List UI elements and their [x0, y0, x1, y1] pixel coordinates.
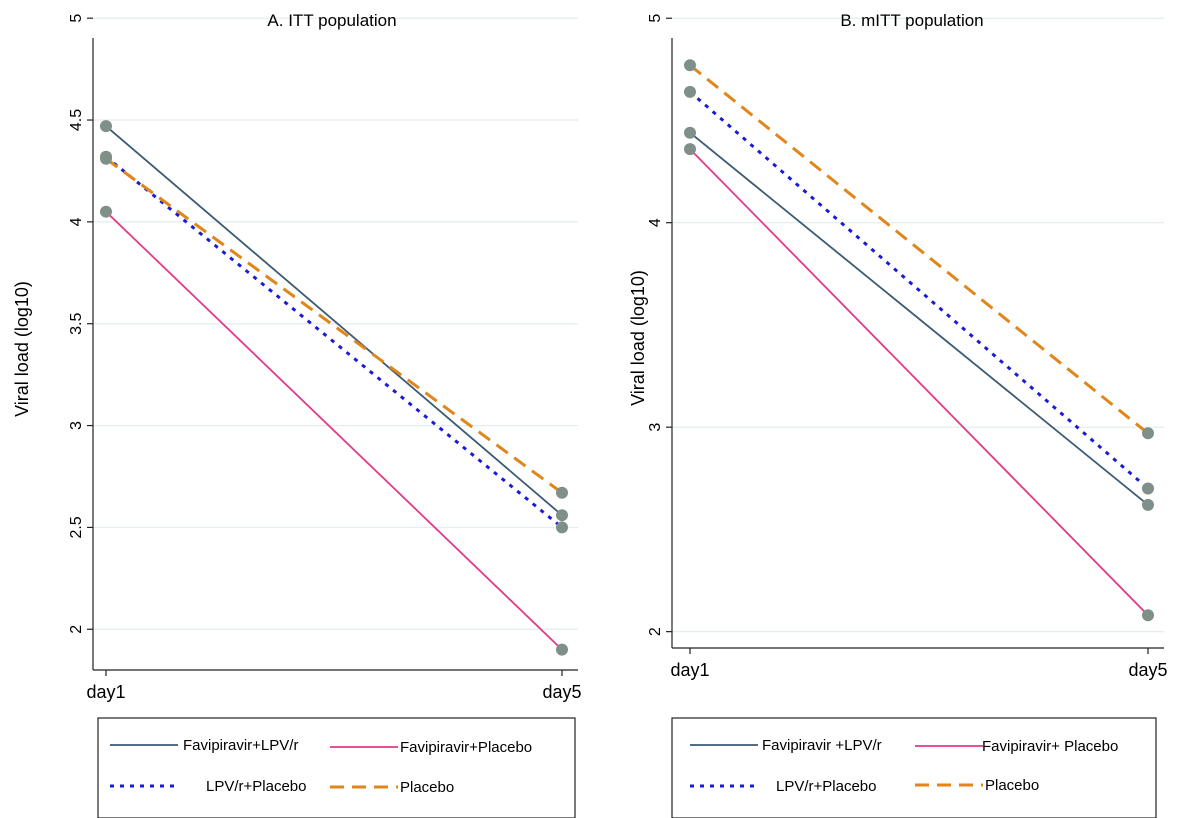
- chart-panel-1: 2 3 4 5 day1 day5 B. mITT population Viral load…: [628, 11, 1168, 818]
- y-tick-label: 5: [68, 14, 85, 23]
- data-point-0-0: [684, 126, 696, 139]
- data-point-2-1: [556, 521, 568, 534]
- legend-label-2: LPV/r+Placebo: [206, 778, 306, 795]
- y-tick-label: 2: [647, 627, 664, 636]
- data-point-3-1: [1142, 427, 1154, 440]
- x-tick-label-day1: day1: [86, 682, 125, 702]
- legend-label-3: Placebo: [985, 777, 1039, 794]
- data-point-2-1: [1142, 482, 1154, 495]
- y-axis-label: Viral load (log10): [628, 270, 648, 406]
- chart-panel-0: 2 2.5 3 3.5 4 4.5 5 day1 day5 A. ITT population Vi…: [12, 11, 582, 818]
- y-tick-label: 5: [647, 14, 664, 23]
- series-line-2: [105, 155, 563, 529]
- x-tick-label-day5: day5: [1128, 660, 1167, 680]
- y-axis-label: Viral load (log10): [12, 281, 32, 417]
- y-tick-label: 4.5: [68, 109, 85, 131]
- data-point-1-0: [684, 143, 696, 156]
- y-tick-label: 4: [68, 217, 85, 226]
- y-tick-label: 4: [647, 218, 664, 227]
- series-line-1: [105, 211, 563, 651]
- data-point-3-0: [100, 152, 112, 165]
- legend-label-3: Placebo: [400, 779, 454, 796]
- series-line-1: [689, 148, 1149, 616]
- data-point-0-1: [1142, 498, 1154, 511]
- x-tick-label-day1: day1: [670, 660, 709, 680]
- legend-label-2: LPV/r+Placebo: [776, 778, 876, 795]
- series-line-0: [105, 125, 563, 516]
- y-tick-label: 2: [68, 625, 85, 634]
- legend-label-1: Favipiravir+Placebo: [400, 739, 532, 756]
- data-point-0-0: [100, 120, 112, 133]
- data-point-1-1: [556, 643, 568, 656]
- series-line-3: [689, 64, 1149, 435]
- chart-title: B. mITT population: [840, 11, 983, 30]
- legend-box: [671, 717, 1157, 818]
- y-tick-label: 2.5: [68, 516, 85, 538]
- series-line-2: [689, 90, 1149, 490]
- legend-label-0: Favipiravir+LPV/r: [183, 737, 298, 754]
- chart-title: A. ITT population: [267, 11, 396, 30]
- series-line-3: [105, 157, 563, 494]
- y-tick-label: 3: [68, 421, 85, 430]
- legend-label-1: Favipiravir+ Placebo: [982, 738, 1118, 755]
- legend-label-0: Favipiravir +LPV/r: [762, 737, 882, 754]
- data-point-1-1: [1142, 609, 1154, 622]
- data-point-1-0: [100, 205, 112, 218]
- y-tick-label: 3: [647, 423, 664, 432]
- legend: Favipiravir+LPV/r Favipiravir+Placebo LPV/…: [97, 717, 576, 818]
- data-point-0-1: [556, 509, 568, 522]
- data-point-3-1: [556, 486, 568, 499]
- data-point-2-0: [684, 85, 696, 98]
- x-tick-label-day5: day5: [542, 682, 581, 702]
- series-line-0: [689, 132, 1149, 506]
- legend: Favipiravir +LPV/r Favipiravir+ Placebo LP…: [671, 717, 1157, 818]
- legend-box: [97, 717, 576, 818]
- y-tick-label: 3.5: [68, 313, 85, 335]
- data-point-3-0: [684, 59, 696, 72]
